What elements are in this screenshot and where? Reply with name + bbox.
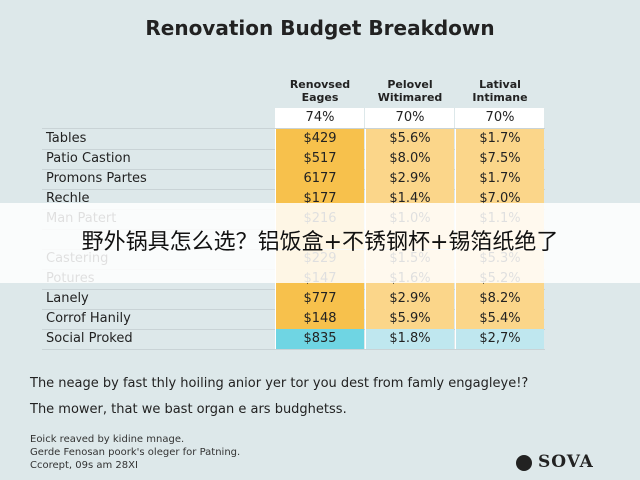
- row-label: Rechle: [46, 191, 90, 206]
- footer-line: Eoick reaved by kidine mnage.: [30, 434, 185, 445]
- row-label: Lanely: [46, 291, 89, 306]
- value-cell: 6177: [275, 169, 364, 189]
- title: Renovation Budget Breakdown: [145, 16, 495, 40]
- banner: 野外锅具怎么选？铝饭盒+不锈钢杯+锡箔纸绝了: [0, 203, 640, 283]
- value-cell: $5.9%: [365, 309, 454, 329]
- row-label: Patio Castion: [46, 151, 131, 166]
- row-label: Corrof Hanily: [46, 311, 131, 326]
- row-label: Promons Partes: [46, 171, 147, 186]
- percent-cell: 70%: [365, 108, 454, 128]
- value-cell: $5.6%: [365, 129, 454, 149]
- logo-icon: [516, 455, 532, 471]
- table-row: Social Proked $835 $1.8% $2,7%: [42, 329, 545, 350]
- percent-cell: 70%: [455, 108, 544, 128]
- row-label: Social Proked: [46, 331, 133, 346]
- column-header: Renovsed Eages: [289, 78, 351, 104]
- note: The mower, that we bast organ e ars budg…: [30, 402, 347, 417]
- table-row: Lanely $777 $2.9% $8.2%: [42, 289, 545, 310]
- table-row: Patio Castion $517 $8.0% $7.5%: [42, 149, 545, 170]
- table-row: Tables $429 $5.6% $1.7%: [42, 129, 545, 150]
- note: The neage by fast thly hoiling anior yer…: [30, 376, 529, 391]
- table-row: Promons Partes 6177 $2.9% $1.7%: [42, 169, 545, 190]
- percent-cell: 74%: [275, 108, 364, 128]
- value-cell: $5.4%: [455, 309, 544, 329]
- value-cell: $148: [275, 309, 364, 329]
- column-header: Latival Intimane: [472, 78, 528, 104]
- logo: SOVA: [538, 452, 594, 472]
- footer-line: Gerde Fenosan poork's oleger for Patning…: [30, 447, 241, 458]
- value-cell: $8.2%: [455, 289, 544, 309]
- value-cell: $2.9%: [365, 289, 454, 309]
- value-cell: $517: [275, 149, 364, 169]
- row-label: Tables: [46, 131, 87, 146]
- value-cell: $1.7%: [455, 169, 544, 189]
- value-cell: $429: [275, 129, 364, 149]
- footer-line: Ccorept, 09s am 28XI: [30, 460, 138, 471]
- column-header: Pelovel Witimared: [377, 78, 443, 104]
- value-cell: $1.8%: [365, 329, 454, 349]
- value-cell: $777: [275, 289, 364, 309]
- value-cell: $8.0%: [365, 149, 454, 169]
- table-row: Corrof Hanily $148 $5.9% $5.4%: [42, 309, 545, 330]
- value-cell: $2,7%: [455, 329, 544, 349]
- value-cell: $1.7%: [455, 129, 544, 149]
- value-cell: $835: [275, 329, 364, 349]
- value-cell: $7.5%: [455, 149, 544, 169]
- value-cell: $2.9%: [365, 169, 454, 189]
- percent-row: 74% 70% 70%: [42, 108, 545, 129]
